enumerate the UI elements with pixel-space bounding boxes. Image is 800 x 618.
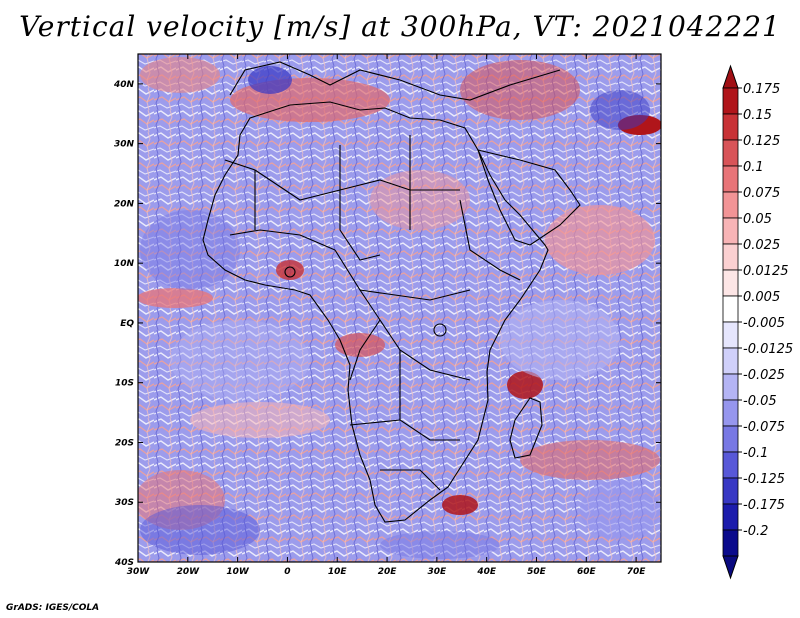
lat-label: 40N [113, 80, 135, 90]
arabian-peninsula [477, 149, 581, 246]
colorbar-bottom-arrow [722, 555, 739, 580]
colorbar-swatch [722, 477, 739, 505]
colorbar-label: 0.125 [743, 134, 780, 149]
lon-label: 30E [428, 567, 448, 577]
map-frame [137, 53, 662, 563]
colorbar-label: 0.075 [743, 186, 780, 201]
longitude-axis: 30W 20W 10W 0 10E 20E 30E 40E 50E 60E 70E [127, 54, 647, 577]
colorbar-label: 0.1 [743, 160, 764, 175]
colorbar-label: -0.2 [743, 524, 768, 539]
lon-label: 10E [328, 567, 348, 577]
colorbar-swatch [722, 451, 739, 479]
colorbar-label: -0.05 [743, 394, 777, 409]
lon-label: 20W [177, 567, 201, 577]
country-borders [202, 61, 581, 523]
colorbar-swatch [722, 217, 739, 245]
lon-label: 0 [284, 567, 290, 577]
colorbar-label: -0.075 [743, 420, 785, 435]
madagascar [509, 397, 543, 459]
lon-label: 20E [378, 567, 398, 577]
lon-label: 70E [627, 567, 647, 577]
colorbar-swatch [722, 243, 739, 271]
colorbar-top-arrow [722, 64, 739, 89]
colorbar-swatch [722, 269, 739, 297]
colorbar-label: -0.025 [743, 368, 785, 383]
colorbar-label: -0.1 [743, 446, 768, 461]
colorbar-swatch [722, 425, 739, 453]
colorbar-swatch [722, 87, 739, 115]
colorbar-swatch [722, 399, 739, 427]
colorbar-label: 0.0125 [743, 264, 789, 279]
velocity-field [138, 54, 661, 562]
latitude-axis: 40N 30N 20N 10N EQ 10S 20S 30S 40S [113, 80, 661, 568]
lat-label: 10N [114, 259, 135, 269]
lon-label: 10W [226, 567, 250, 577]
colorbar-label: 0.175 [743, 82, 780, 97]
lon-label: 50E [527, 567, 547, 577]
lat-label: 20S [115, 438, 134, 448]
colorbar-swatch [722, 295, 739, 323]
colorbar-swatch [722, 165, 739, 193]
colorbar-swatch [722, 191, 739, 219]
colorbar: 0.175 0.15 0.125 0.1 0.075 0.05 0.025 0.0125 0.0… [722, 64, 793, 580]
colorbar-label: -0.125 [743, 472, 785, 487]
colorbar-label: 0.05 [743, 212, 772, 227]
colorbar-swatch [722, 503, 739, 531]
lat-label: 30N [114, 140, 135, 150]
colorbar-label: 0.005 [743, 290, 780, 305]
europe-coast [229, 61, 561, 101]
colorbar-swatch [722, 113, 739, 141]
lon-label: 30W [127, 567, 151, 577]
lon-label: 40E [476, 567, 497, 577]
colorbar-swatch [722, 373, 739, 401]
colorbar-label: 0.15 [743, 108, 772, 123]
lon-label: 60E [577, 567, 597, 577]
grads-credit: GrADS: IGES/COLA [6, 603, 100, 613]
colorbar-swatch [722, 529, 739, 557]
africa-coastline [202, 101, 549, 523]
lat-label: 30S [115, 498, 134, 508]
colorbar-swatch [722, 347, 739, 375]
lat-label: 40S [114, 558, 134, 568]
map-title: Vertical velocity [m/s] at 300hPa, VT: 2… [19, 10, 781, 43]
lat-label: 10S [115, 379, 134, 389]
colorbar-swatch [722, 321, 739, 349]
lat-label: 20N [114, 199, 135, 209]
lat-label: EQ [120, 319, 134, 329]
colorbar-label: -0.175 [743, 498, 785, 513]
colorbar-label: -0.0125 [743, 342, 793, 357]
colorbar-label: -0.005 [743, 316, 785, 331]
colorbar-label: 0.025 [743, 238, 780, 253]
colorbar-swatch [722, 139, 739, 167]
